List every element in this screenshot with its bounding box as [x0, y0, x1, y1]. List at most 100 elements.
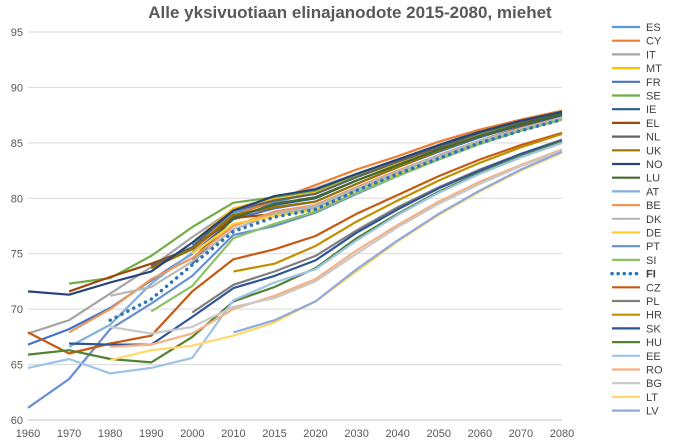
legend-item-hr: HR	[612, 310, 662, 322]
x-tick-label: 2000	[180, 428, 204, 440]
legend-label: PL	[646, 296, 659, 308]
legend-label: FR	[646, 77, 661, 89]
x-tick-label: 2070	[509, 428, 533, 440]
legend-label: CZ	[646, 282, 661, 294]
legend-item-hu: HU	[612, 337, 662, 349]
series-line-ro	[110, 148, 563, 348]
legend-item-es: ES	[612, 22, 661, 34]
legend-item-no: NO	[612, 159, 663, 171]
y-tick-label: 90	[11, 82, 23, 94]
series-line-hu	[27, 140, 563, 364]
series-line-hr	[233, 132, 563, 273]
legend-label: BE	[646, 200, 661, 212]
legend-item-ie: IE	[612, 104, 656, 116]
x-tick-label: 2020	[303, 428, 327, 440]
chart-title: Alle yksivuotiaan elinajanodote 2015-208…	[148, 3, 552, 22]
x-tick-label: 1960	[16, 428, 40, 440]
legend-label: BG	[646, 378, 662, 390]
legend-item-lt: LT	[612, 392, 658, 404]
legend-item-at: AT	[612, 186, 660, 198]
legend-label: EE	[646, 351, 661, 363]
x-tick-label: 1970	[57, 428, 81, 440]
y-tick-label: 60	[11, 415, 23, 427]
x-tick-label: 2050	[427, 428, 451, 440]
legend-item-dk: DK	[612, 214, 662, 226]
legend-item-el: EL	[612, 118, 659, 130]
y-tick-label: 85	[11, 138, 23, 150]
legend-item-bg: BG	[612, 378, 662, 390]
legend-item-pl: PL	[612, 296, 659, 308]
legend-label: EL	[646, 118, 659, 130]
legend-label: DE	[646, 228, 661, 240]
legend-item-ro: RO	[612, 365, 663, 377]
legend-label: UK	[646, 145, 662, 157]
x-tick-label: 1980	[98, 428, 122, 440]
series-line-at	[68, 117, 563, 348]
legend-item-be: BE	[612, 200, 661, 212]
legend-label: IE	[646, 104, 656, 116]
legend-label: LU	[646, 173, 660, 185]
legend-item-cz: CZ	[612, 282, 661, 294]
legend-label: SE	[646, 91, 661, 103]
y-tick-label: 95	[11, 27, 23, 39]
legend-label: DK	[646, 214, 662, 226]
series-line-lu	[191, 112, 563, 261]
legend-item-de: DE	[612, 228, 661, 240]
legend-label: LV	[646, 406, 659, 418]
x-tick-label: 2080	[550, 428, 574, 440]
x-tick-label: 2060	[468, 428, 492, 440]
legend-item-uk: UK	[612, 145, 662, 157]
series-lines	[27, 109, 564, 409]
legend-label: FI	[646, 269, 656, 281]
legend-label: HR	[646, 310, 662, 322]
legend-label: RO	[646, 365, 663, 377]
x-tick-label: 2030	[344, 428, 368, 440]
legend-item-ee: EE	[612, 351, 661, 363]
y-tick-label: 75	[11, 249, 23, 261]
legend-item-se: SE	[612, 91, 661, 103]
legend-item-it: IT	[612, 49, 656, 61]
y-tick-label: 70	[11, 304, 23, 316]
legend-label: IT	[646, 49, 656, 61]
series-line-it	[27, 111, 563, 335]
x-axis: 1960 1970 1980 1990 2000 2010 2015 2020 2030 2040…	[16, 428, 574, 440]
legend-item-mt: MT	[612, 63, 662, 75]
legend-item-cy: CY	[612, 36, 662, 48]
legend-item-pt: PT	[612, 241, 660, 253]
series-line-ee	[27, 141, 563, 375]
legend-label: NL	[646, 132, 660, 144]
series-line-cy	[191, 109, 563, 252]
y-tick-label: 65	[11, 360, 23, 372]
legend-item-fr: FR	[612, 77, 661, 89]
legend-label: PT	[646, 241, 660, 253]
legend-item-fi: FI	[610, 269, 656, 281]
legend-label: CY	[646, 36, 662, 48]
series-line-dk	[109, 116, 563, 297]
series-line-bg	[110, 149, 563, 335]
legend-label: ES	[646, 22, 661, 34]
legend-item-lu: LU	[612, 173, 660, 185]
legend-label: MT	[646, 63, 662, 75]
legend-label: AT	[646, 186, 660, 198]
series-line-no	[27, 110, 563, 296]
y-axis: 60 65 70 75 80 85 90 95	[11, 27, 23, 427]
series-line-lv	[233, 150, 563, 334]
x-tick-label: 2015	[262, 428, 286, 440]
legend-item-si: SI	[612, 255, 656, 267]
legend-label: HU	[646, 337, 662, 349]
series-line-fi	[108, 117, 564, 322]
legend-item-sk: SK	[612, 323, 661, 335]
x-tick-label: 2010	[221, 428, 245, 440]
legend-item-nl: NL	[612, 132, 660, 144]
legend-label: SI	[646, 255, 656, 267]
series-line-cz	[27, 131, 563, 355]
legend-label: LT	[646, 392, 658, 404]
legend-item-lv: LV	[612, 406, 659, 418]
legend-label: NO	[646, 159, 663, 171]
legend-label: SK	[646, 323, 661, 335]
x-tick-label: 1990	[139, 428, 163, 440]
gridlines	[28, 31, 562, 421]
y-tick-label: 80	[11, 193, 23, 205]
